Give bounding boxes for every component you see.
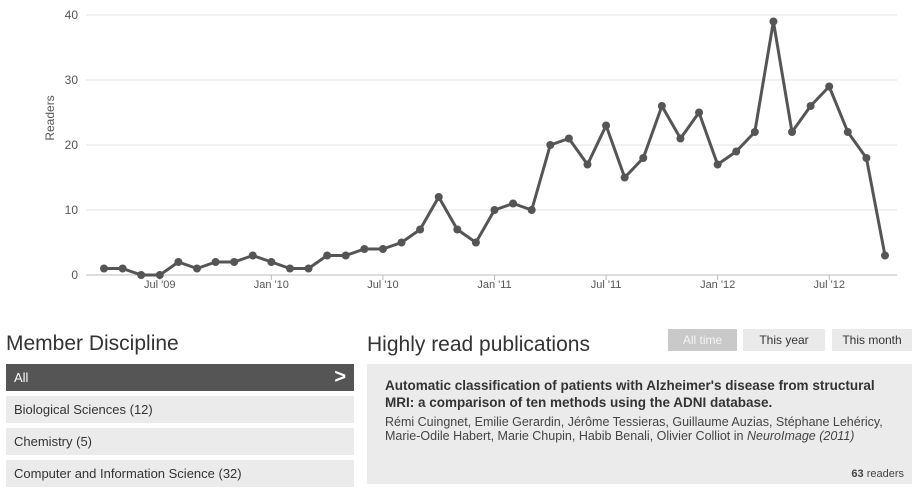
data-point[interactable] (509, 200, 517, 208)
data-point[interactable] (602, 122, 610, 130)
data-point[interactable] (714, 161, 722, 169)
data-point[interactable] (267, 258, 275, 266)
y-tick-label: 10 (65, 203, 79, 217)
y-tick-label: 30 (65, 73, 79, 87)
data-point[interactable] (695, 109, 703, 117)
data-point[interactable] (342, 252, 350, 260)
data-point[interactable] (751, 128, 759, 136)
data-point[interactable] (491, 206, 499, 214)
data-point[interactable] (621, 174, 629, 182)
data-point[interactable] (732, 148, 740, 156)
readers-series-line (104, 22, 885, 276)
filter-this-year-button[interactable]: This year (743, 329, 825, 351)
y-axis-label: Readers (43, 95, 57, 140)
discipline-item-chemistry[interactable]: Chemistry (5) (6, 428, 354, 455)
x-tick-label: Jan '11 (477, 279, 511, 291)
filter-this-month-button[interactable]: This month (832, 329, 912, 351)
discipline-list: All > Biological Sciences (12) Chemistry… (6, 364, 354, 492)
publication-card[interactable]: Automatic classification of patients wit… (367, 364, 912, 484)
publication-title[interactable]: Automatic classification of patients wit… (385, 377, 900, 411)
chart-grid (86, 15, 897, 275)
discipline-item-label: Computer and Information Science (32) (14, 466, 242, 481)
data-point[interactable] (565, 135, 573, 143)
member-discipline-title: Member Discipline (6, 332, 179, 356)
discipline-item-computer-science[interactable]: Computer and Information Science (32) (6, 460, 354, 487)
data-point[interactable] (156, 271, 164, 279)
data-point[interactable] (807, 102, 815, 110)
publication-readers: 63 readers (851, 468, 904, 480)
data-point[interactable] (286, 265, 294, 273)
data-point[interactable] (119, 265, 127, 273)
data-point[interactable] (212, 258, 220, 266)
data-point[interactable] (825, 83, 833, 91)
discipline-item-biological-sciences[interactable]: Biological Sciences (12) (6, 396, 354, 423)
chevron-right-icon: > (334, 364, 346, 391)
data-point[interactable] (305, 265, 313, 273)
y-tick-label: 20 (65, 138, 79, 152)
y-tick-label: 40 (65, 8, 79, 22)
data-point[interactable] (658, 102, 666, 110)
data-point[interactable] (583, 161, 591, 169)
discipline-item-all[interactable]: All > (6, 364, 354, 391)
data-point[interactable] (193, 265, 201, 273)
data-point[interactable] (528, 206, 536, 214)
data-point[interactable] (230, 258, 238, 266)
x-tick-label: Jul '12 (813, 279, 844, 291)
data-point[interactable] (137, 271, 145, 279)
x-tick-label: Jan '10 (254, 279, 289, 291)
y-tick-label: 0 (71, 268, 78, 282)
discipline-item-label: Chemistry (5) (14, 434, 92, 449)
data-point[interactable] (100, 265, 108, 273)
data-point[interactable] (323, 252, 331, 260)
data-point[interactable] (360, 245, 368, 253)
data-point[interactable] (769, 18, 777, 26)
data-point[interactable] (546, 141, 554, 149)
x-tick-label: Jan '12 (700, 279, 735, 291)
x-tick-label: Jul '10 (367, 279, 398, 291)
data-point[interactable] (788, 128, 796, 136)
filter-all-time-button[interactable]: All time (668, 329, 737, 351)
discipline-item-label: All (14, 370, 28, 385)
x-tick-label: Jul '11 (591, 279, 622, 291)
data-point[interactable] (435, 193, 443, 201)
data-point[interactable] (174, 258, 182, 266)
data-point[interactable] (676, 135, 684, 143)
data-point[interactable] (398, 239, 406, 247)
data-point[interactable] (881, 252, 889, 260)
readers-count: 63 (851, 468, 863, 480)
data-point[interactable] (249, 252, 257, 260)
discipline-item-label: Biological Sciences (12) (14, 402, 153, 417)
y-axis-ticks: 0 10 20 30 40 (65, 8, 79, 282)
data-point[interactable] (379, 245, 387, 253)
publication-journal: NeuroImage (2011) (747, 429, 854, 443)
data-point[interactable] (453, 226, 461, 234)
x-tick-label: Jul '09 (144, 279, 175, 291)
data-point[interactable] (639, 154, 647, 162)
data-point[interactable] (844, 128, 852, 136)
x-axis-ticks: Jul '09 Jan '10 Jul '10 Jan '11 Jul '11 Jan '… (144, 275, 845, 291)
publication-authors: Rémi Cuingnet, Emilie Gerardin, Jérôme T… (385, 415, 900, 443)
readers-label: readers (867, 468, 904, 480)
data-point[interactable] (416, 226, 424, 234)
readers-series-points (100, 18, 889, 280)
data-point[interactable] (472, 239, 480, 247)
highly-read-publications-title: Highly read publications (367, 333, 590, 357)
data-point[interactable] (862, 154, 870, 162)
